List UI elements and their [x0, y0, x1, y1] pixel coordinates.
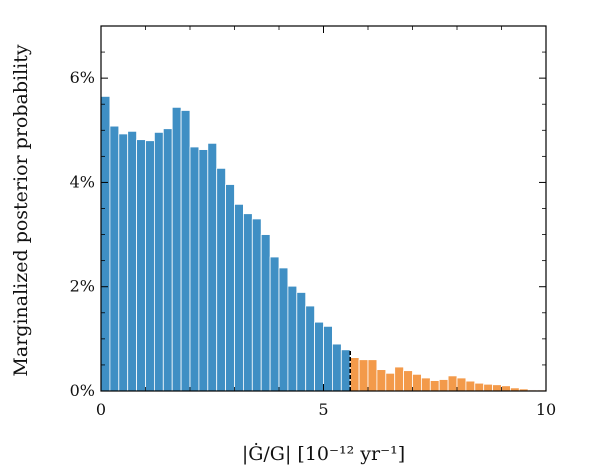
histogram-bar — [189, 146, 200, 392]
histogram-bar — [474, 382, 485, 392]
histogram-bar — [171, 106, 182, 392]
histogram-bar — [305, 305, 316, 392]
y-tick-label: 6% — [70, 68, 95, 87]
histogram-bar — [385, 372, 396, 392]
histogram-bar — [127, 130, 137, 392]
histogram-bar — [340, 349, 351, 392]
histogram-bar — [278, 267, 289, 392]
histogram-bar — [447, 375, 458, 392]
histogram-bar — [251, 218, 262, 392]
histogram-bar — [331, 343, 342, 392]
histogram-bar — [465, 380, 476, 392]
histogram-bar — [438, 379, 449, 392]
histogram-bar — [412, 373, 422, 392]
histogram-bar — [216, 167, 226, 392]
histogram-bar — [394, 366, 405, 392]
histogram-bar — [207, 142, 218, 392]
y-axis-label: Marginalized posterior probability — [10, 44, 32, 376]
histogram-bar — [136, 139, 146, 392]
histogram-bar — [501, 385, 511, 392]
histogram-bar — [323, 325, 333, 392]
histogram-bar — [296, 292, 307, 392]
histogram-bar — [100, 95, 111, 392]
x-tick-label: 10 — [536, 400, 556, 419]
histogram-bar — [109, 125, 120, 392]
histogram-bar — [269, 256, 280, 392]
histogram-bar — [367, 359, 378, 392]
histogram-bar — [242, 213, 253, 392]
y-tick-label: 4% — [70, 172, 95, 191]
histogram-bar — [260, 234, 271, 392]
histogram-bar — [118, 133, 129, 392]
histogram-bar — [162, 128, 173, 392]
x-tick-label: 5 — [318, 400, 328, 419]
histogram-bar — [225, 184, 235, 392]
histogram-bar — [234, 203, 244, 392]
histogram-bar — [287, 285, 298, 392]
histogram-bar — [145, 140, 155, 392]
x-axis-label: |Ġ/G| [10⁻¹² yr⁻¹] — [242, 442, 405, 465]
histogram-bar — [180, 110, 191, 392]
x-tick-label: 0 — [96, 400, 106, 419]
y-tick-label: 0% — [70, 381, 95, 400]
y-tick-label: 2% — [70, 277, 95, 296]
histogram-bar — [456, 377, 467, 392]
histogram-bar — [314, 321, 324, 392]
histogram-bar — [349, 357, 360, 392]
histogram-bar — [198, 149, 209, 392]
histogram-bar — [403, 370, 413, 392]
histogram-bar — [429, 380, 440, 392]
histogram-bar — [153, 131, 164, 392]
histogram-bar — [492, 384, 502, 392]
histogram-bar — [420, 377, 431, 392]
histogram-bar — [376, 369, 387, 392]
histogram-bar — [483, 383, 494, 392]
histogram-bar — [358, 359, 369, 392]
